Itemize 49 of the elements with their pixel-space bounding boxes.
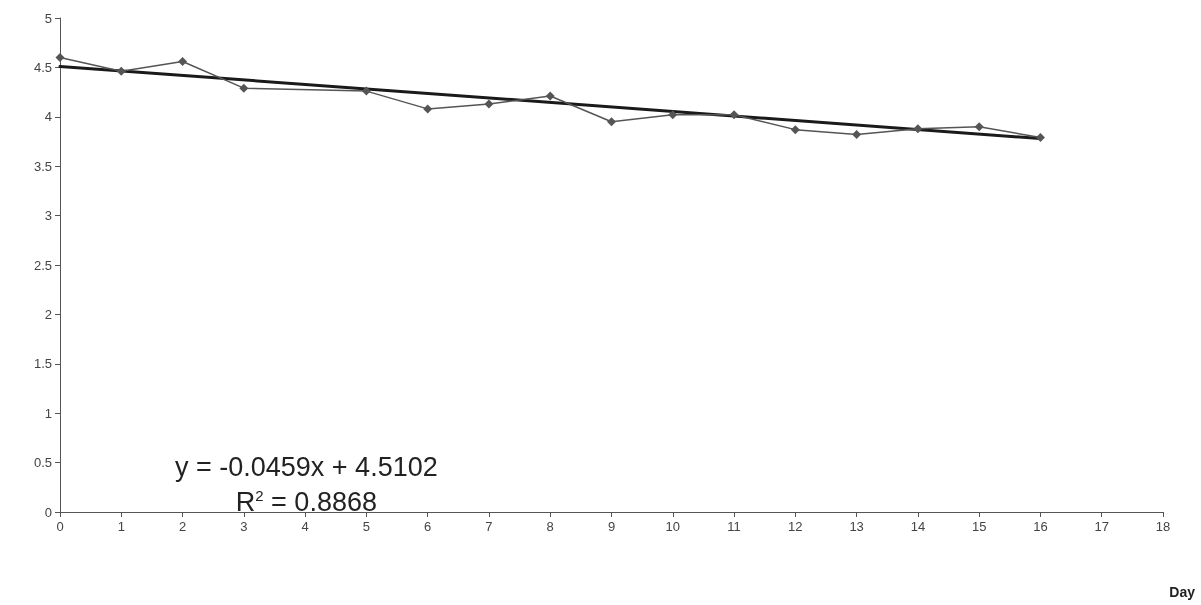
x-tick-label: 3	[240, 519, 248, 534]
x-tick-label: 1	[117, 519, 125, 534]
x-tick-label: 11	[727, 519, 741, 534]
point	[423, 104, 433, 114]
x-tick-label: 9	[607, 519, 616, 534]
y-tick-label: 5	[44, 10, 52, 26]
point	[790, 125, 800, 135]
y-tick-label: 4	[44, 109, 52, 125]
y-tick-label: 3	[44, 208, 52, 224]
y-tick-label: 4.5	[33, 59, 52, 75]
x-tick-label: 8	[546, 519, 554, 534]
x-tick-label: 2	[178, 519, 187, 534]
point	[545, 91, 555, 101]
point	[607, 117, 616, 127]
x-tick-label: 14	[910, 519, 926, 534]
y-tick-label: 1.5	[33, 356, 52, 372]
point	[668, 110, 678, 120]
x-tick-label: 18	[1155, 519, 1171, 534]
y-tick-label: 0.5	[33, 455, 52, 471]
x-tick-label: 7	[485, 519, 493, 534]
x-tick-label: 16	[1033, 519, 1048, 534]
x-tick-label: 5	[362, 519, 371, 534]
point	[974, 122, 984, 132]
x-tick-label: 4	[301, 519, 309, 534]
x-tick-label: 17	[1094, 519, 1109, 534]
y-tick-label: 2	[44, 306, 52, 322]
point	[852, 130, 862, 140]
x-axis-title: Day	[1169, 584, 1196, 600]
point	[729, 110, 739, 120]
x-tick-label: 6	[424, 519, 432, 534]
x-tick-label: 10	[665, 519, 681, 534]
y-tick-label: 3.5	[33, 158, 52, 174]
point	[361, 86, 371, 96]
point	[55, 53, 65, 63]
y-tick-label: 0	[44, 504, 52, 520]
point	[1035, 133, 1045, 143]
x-tick-label: 13	[849, 519, 864, 534]
y-tick-label: 2.5	[33, 257, 52, 273]
x-tick-label: 15	[971, 519, 987, 534]
point	[484, 99, 494, 109]
point	[116, 66, 126, 76]
x-tick-label: 12	[788, 519, 803, 534]
annotation: y = -0.0459x + 4.5102	[175, 452, 438, 482]
x-tick-label: 0	[56, 519, 64, 534]
y-tick-label: 1	[44, 405, 52, 421]
point	[239, 83, 249, 93]
point	[178, 56, 188, 66]
annotation: R$^{2}$ = 0.8868	[235, 487, 377, 518]
point	[913, 124, 923, 134]
